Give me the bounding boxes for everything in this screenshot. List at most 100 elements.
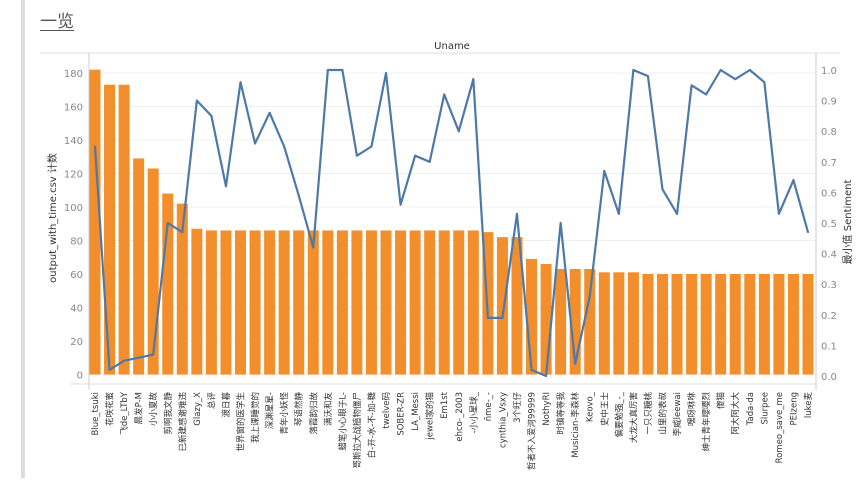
line-point [399,203,402,206]
y-right-tick-label: 0.3 [821,280,837,291]
line-point [705,93,708,96]
bar [395,230,407,375]
line-point [312,246,315,249]
x-tick-label: Slurpee [760,392,770,425]
y-right-tick-label: 0.7 [821,158,837,169]
x-tick-label: Romeo_save_me [775,392,785,463]
bar [191,228,203,375]
line-point [748,69,751,71]
line-point [166,222,169,224]
bar [453,230,465,375]
bar [773,274,785,375]
line-point [341,69,344,71]
x-tick-label: 时镇等等我 [556,392,567,435]
line-point [385,72,388,75]
x-tick-label: 花咲花蜜 [105,392,116,426]
x-tick-label: 晨发P-M [134,392,145,424]
x-tick-label: -小小星球_ [468,391,479,433]
line-point [690,84,693,87]
bar [802,274,814,375]
bar [438,230,450,375]
x-tick-label: Glazy_X [193,392,203,426]
line-point [137,356,140,359]
x-tick-label: 史中王士 [599,392,610,427]
x-tick-label: 深渊星星- [265,392,276,429]
x-tick-label: Tada-da [746,392,756,426]
x-tick-label: 偏要勉强_-_ [614,391,625,437]
y-right-tick-label: 0.1 [821,341,837,352]
line-point [632,69,635,71]
bar [351,230,363,375]
x-tick-label: cynthia_Vsxy [498,392,508,448]
bar [787,274,799,375]
x-tick-label: jewel家的猫 [425,392,436,441]
x-tick-label: ñme-_- [484,392,494,421]
line-point [224,185,227,188]
x-tick-label: 青年小妖怪 [279,392,290,435]
x-tick-label: ehco-_2003 [455,392,465,442]
chart-title: Uname [434,41,470,52]
sentiment-line [93,68,810,378]
bar [365,230,377,375]
line-point [268,111,271,114]
bar [598,272,610,375]
y-left-tick-label: 40 [70,304,83,315]
bar [700,274,712,375]
x-tick-label: 绅士青年嘤嘤烈 [701,392,712,452]
bar [336,230,348,375]
x-tick-label: SOBER-ZR [397,392,407,436]
line-point [254,142,257,145]
line-point [210,114,213,117]
line-point [195,99,198,102]
y-left-tick-label: 120 [64,170,83,181]
line-point [472,78,475,81]
bar [656,274,668,375]
y-left-tick-label: 160 [64,103,83,114]
y-right-tick-label: 0.2 [821,311,837,322]
bar [118,84,130,375]
bar [133,158,145,375]
bar [555,268,567,375]
y-left-tick-label: 0 [77,371,83,382]
line-point [734,78,737,81]
line-point [108,368,111,371]
y-left-tick-label: 80 [70,237,83,248]
line-point [574,362,577,365]
line-point [545,375,548,377]
bar [496,237,508,375]
x-tick-label: 剪啊我文静 [163,392,174,435]
bar [424,230,436,375]
x-tick-label: 山里的表叔 [657,392,668,435]
line-point [676,212,679,215]
line-point [792,179,795,182]
x-tick-label: PEIzeng [789,392,799,425]
line-point [283,145,286,148]
line-point [763,81,766,84]
x-tick-label: 蜡笔小心眼子L- [337,392,348,451]
line-point [326,69,329,71]
bar [264,230,276,375]
x-tick-label: Musician-李森林 [570,392,581,458]
line-point [515,212,518,215]
bar [729,274,741,375]
x-tick-label: 李威leewai [672,392,683,436]
line-point [530,368,533,371]
x-tick-label: 已新建感谢难违 [177,392,188,452]
y-left-tick-label: 180 [64,69,83,80]
line-point [777,212,780,215]
y-axis-left-label: output_with_time.csv 计数 [46,153,59,283]
line-point [94,145,96,148]
bar [249,230,261,375]
x-tick-label: 落霞韵归故 [308,392,319,435]
line-point [370,145,373,148]
bar [584,268,596,375]
bar [526,258,538,375]
y-left-tick-label: 140 [64,136,83,147]
y-axis-right-label: 最小值 Sentiment [841,179,854,264]
x-tick-label: 总评 [206,392,217,410]
y-left-tick-label: 100 [64,203,83,214]
bar [569,268,581,375]
bar [511,237,523,375]
x-tick-label: 嘿呀咻咻 [687,392,698,427]
